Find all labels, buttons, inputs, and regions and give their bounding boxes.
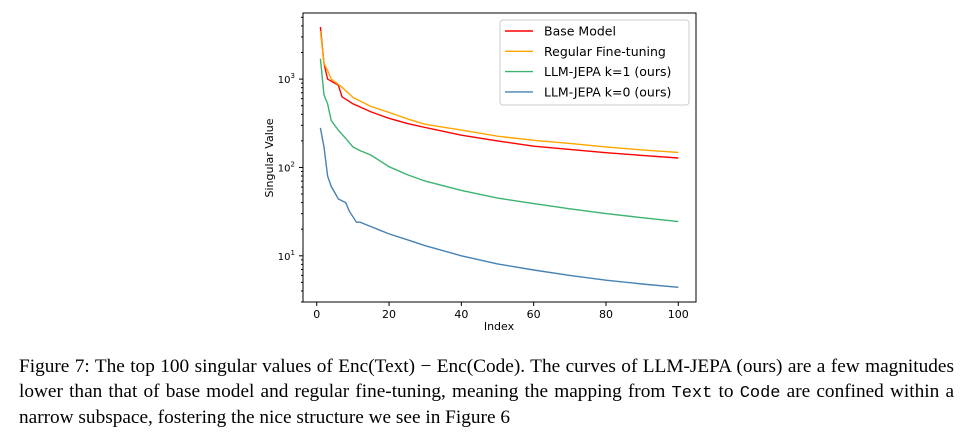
- x-tick-label: 0: [313, 308, 320, 321]
- plot-frame: [302, 12, 697, 303]
- x-tick-label: 60: [527, 308, 541, 321]
- legend-label: LLM-JEPA k=0 (ours): [544, 84, 671, 99]
- x-tick-label: 100: [668, 308, 689, 321]
- legend: Base Model Regular Fine-tuning LLM-JEPA k=…: [499, 19, 690, 106]
- legend-label: Base Model: [544, 24, 616, 39]
- legend-label: LLM-JEPA k=1 (ours): [544, 64, 671, 79]
- caption-code-text: Text: [671, 383, 713, 403]
- figure-caption: Figure 7: The top 100 singular values of…: [19, 355, 954, 431]
- caption-math: Enc(Text) − Enc(Code): [338, 356, 521, 377]
- series-line-llm-jepa-k-0-ours-: [319, 127, 679, 288]
- caption-code-code: Code: [739, 383, 781, 403]
- caption-label: Figure 7:: [19, 356, 90, 377]
- series-line-llm-jepa-k-1-ours-: [319, 58, 679, 223]
- caption-text: The top 100 singular values of: [89, 356, 339, 377]
- legend-label: Regular Fine-tuning: [544, 44, 666, 59]
- x-tick-label: 80: [599, 308, 613, 321]
- y-axis-label: Singular Value: [263, 118, 276, 197]
- x-tick-label: 40: [454, 308, 468, 321]
- series-line-regular-fine-tuning: [319, 30, 679, 154]
- series-line-base-model: [319, 26, 679, 159]
- y-tick-label: 101: [278, 249, 295, 263]
- singular-values-chart: 0 20 40 60 80 100 101 102 103 Base Model Regular …: [263, 12, 697, 333]
- y-tick-label: 102: [278, 160, 295, 174]
- caption-text: to: [712, 380, 740, 402]
- y-tick-label: 103: [278, 72, 295, 86]
- caption-text: . The curves of LLM-JEPA (ours) are a fe…: [19, 356, 954, 402]
- caption-text: are confined within a narrow subspace, f…: [19, 380, 954, 429]
- x-axis-label: Index: [484, 320, 515, 333]
- legend-box: [499, 19, 690, 106]
- x-tick-label: 20: [382, 308, 396, 321]
